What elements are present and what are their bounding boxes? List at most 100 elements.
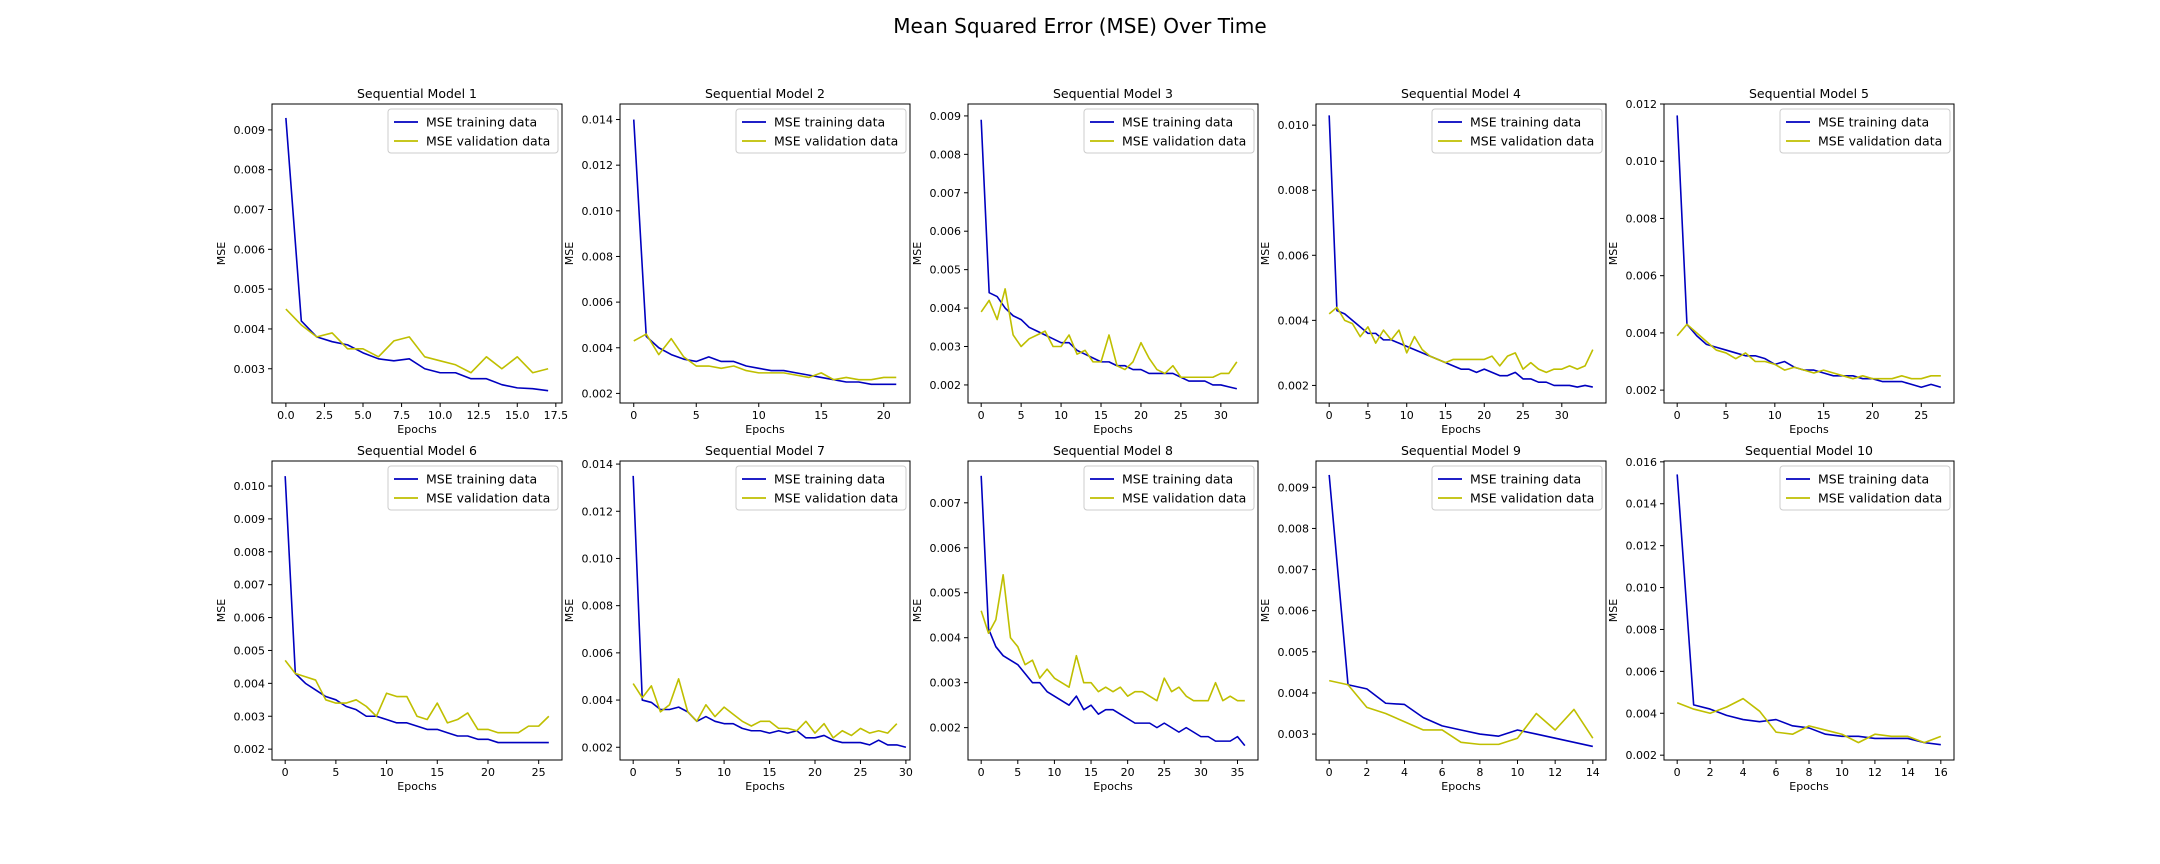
subplot-5: Sequential Model 5 0 5 10 15 20 25 0.002 0.004 0.…: [1607, 86, 1955, 436]
x-tick-label: 5: [332, 766, 339, 779]
subplot-9: Sequential Model 9 0 2 4 6 8 10 12 14 0.003 0.004 0…: [1259, 443, 1607, 793]
x-tick-label: 10: [1835, 766, 1849, 779]
legend-training-label: MSE training data: [1122, 115, 1233, 130]
legend: MSE training data MSE validation data: [1779, 108, 1951, 154]
y-tick-label: 0.005: [930, 264, 962, 277]
y-tick-label: 0.003: [930, 341, 962, 354]
x-axis-label: Epochs: [1789, 423, 1829, 436]
legend-training-label: MSE training data: [774, 472, 885, 487]
legend-box: [1083, 465, 1255, 511]
x-tick-label: 5: [1723, 409, 1730, 422]
y-tick-label: 0.005: [1278, 646, 1310, 659]
x-tick-label: 10.0: [428, 409, 453, 422]
legend-validation-label: MSE validation data: [1122, 134, 1246, 149]
y-tick-label: 0.003: [234, 710, 266, 723]
y-axis-label: MSE: [911, 599, 924, 622]
x-tick-label: 0: [630, 409, 637, 422]
training-mse-line: [1676, 115, 1942, 389]
y-tick-label: 0.014: [1626, 498, 1658, 511]
subplot-2: Sequential Model 2 0 5 10 15 20 0.002 0.004 0.00…: [563, 86, 911, 436]
y-tick-label: 0.004: [1278, 687, 1310, 700]
y-tick-label: 0.008: [1278, 184, 1310, 197]
subplot-6: Sequential Model 6 0 5 10 15 20 25 0.002 0.003 0.…: [215, 443, 563, 793]
x-tick-label: 15.0: [505, 409, 530, 422]
x-tick-label: 10: [752, 409, 766, 422]
x-tick-label: 15: [430, 766, 444, 779]
x-tick-label: 5: [1014, 766, 1021, 779]
x-tick-label: 10: [1054, 409, 1068, 422]
x-tick-label: 25: [1516, 409, 1530, 422]
x-axis-label: Epochs: [1093, 780, 1133, 793]
y-tick-label: 0.008: [582, 600, 614, 613]
x-tick-label: 0: [630, 766, 637, 779]
x-tick-label: 14: [1901, 766, 1915, 779]
x-tick-label: 0: [1674, 409, 1681, 422]
x-tick-label: 2: [1363, 766, 1370, 779]
legend: MSE training data MSE validation data: [1083, 108, 1255, 154]
legend-validation-label: MSE validation data: [774, 134, 898, 149]
x-tick-label: 5: [675, 766, 682, 779]
x-tick-label: 8: [1806, 766, 1813, 779]
x-tick-label: 10: [1400, 409, 1414, 422]
x-axis-label: Epochs: [397, 423, 437, 436]
subplot-title: Sequential Model 2: [705, 86, 825, 101]
y-axis-label: MSE: [1259, 242, 1272, 265]
y-tick-label: 0.002: [234, 743, 266, 756]
x-tick-label: 25: [1914, 409, 1928, 422]
x-tick-label: 0: [978, 409, 985, 422]
y-axis-label: MSE: [563, 242, 576, 265]
y-axis-label: MSE: [215, 599, 228, 622]
x-tick-label: 12: [1868, 766, 1882, 779]
x-tick-label: 5: [693, 409, 700, 422]
y-tick-label: 0.009: [234, 124, 266, 137]
y-tick-label: 0.007: [1278, 564, 1310, 577]
validation-mse-line: [284, 659, 550, 734]
validation-mse-line: [285, 308, 549, 374]
x-tick-label: 25: [853, 766, 867, 779]
subplot-8: Sequential Model 8 0 5 10 15 20 25 30 35 0.002 0.0…: [911, 443, 1259, 793]
subplot-title: Sequential Model 9: [1401, 443, 1521, 458]
legend: MSE training data MSE validation data: [735, 465, 907, 511]
legend-box: [735, 465, 907, 511]
legend-box: [1431, 108, 1603, 154]
legend-box: [1779, 108, 1951, 154]
subplot-title: Sequential Model 10: [1745, 443, 1873, 458]
x-axis-label: Epochs: [1789, 780, 1829, 793]
legend-training-label: MSE training data: [1122, 472, 1233, 487]
y-tick-label: 0.006: [930, 225, 962, 238]
legend: MSE training data MSE validation data: [1083, 465, 1255, 511]
legend-validation-label: MSE validation data: [426, 491, 550, 506]
x-tick-label: 20: [877, 409, 891, 422]
x-tick-label: 7.5: [393, 409, 411, 422]
x-tick-label: 6: [1439, 766, 1446, 779]
subplot-title: Sequential Model 1: [357, 86, 477, 101]
x-tick-label: 15: [1817, 409, 1831, 422]
axes-frame: [271, 103, 563, 404]
legend: MSE training data MSE validation data: [1779, 465, 1951, 511]
x-tick-label: 6: [1773, 766, 1780, 779]
legend-validation-label: MSE validation data: [1818, 491, 1942, 506]
legend: MSE training data MSE validation data: [735, 108, 907, 154]
x-tick-label: 5.0: [354, 409, 372, 422]
x-tick-label: 0: [1674, 766, 1681, 779]
x-tick-label: 14: [1586, 766, 1600, 779]
x-tick-label: 15: [1438, 409, 1452, 422]
y-tick-label: 0.012: [1626, 540, 1658, 553]
legend-box: [1779, 465, 1951, 511]
y-axis-label: MSE: [215, 242, 228, 265]
validation-mse-line: [980, 288, 1238, 379]
y-tick-label: 0.010: [1626, 582, 1658, 595]
y-tick-label: 0.012: [1626, 98, 1658, 111]
x-tick-label: 5: [1018, 409, 1025, 422]
legend-training-label: MSE training data: [426, 115, 537, 130]
y-tick-label: 0.003: [234, 363, 266, 376]
legend-training-label: MSE training data: [426, 472, 537, 487]
x-axis-label: Epochs: [1093, 423, 1133, 436]
y-tick-label: 0.016: [1626, 456, 1658, 469]
x-tick-label: 5: [1364, 409, 1371, 422]
x-tick-label: 0: [1326, 409, 1333, 422]
y-tick-label: 0.007: [234, 579, 266, 592]
subplot-title: Sequential Model 4: [1401, 86, 1521, 101]
subplot-10: Sequential Model 10 0 2 4 6 8 10 12 14 16 0.002 0.0…: [1607, 443, 1955, 793]
